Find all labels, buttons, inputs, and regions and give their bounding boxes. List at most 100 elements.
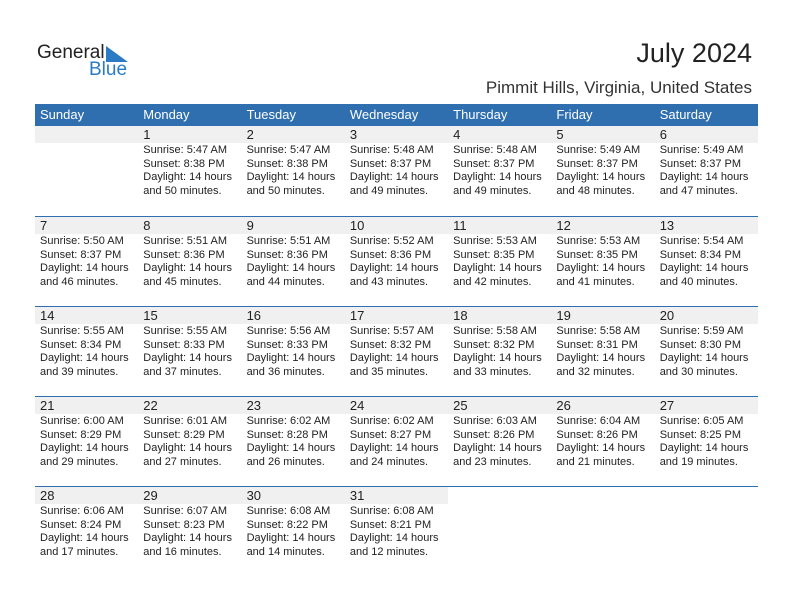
sunset: Sunset: 8:32 PM <box>349 338 432 351</box>
logo-triangle-icon <box>106 46 128 62</box>
daylight: Daylight: 14 hours <box>40 442 129 455</box>
daylight: Daylight: 14 hours <box>556 442 646 455</box>
sunset: Sunset: 8:29 PM <box>40 428 122 441</box>
daylight-minutes: and 32 minutes. <box>556 365 635 378</box>
week-row: 28 Sunrise: 6:06 AM Sunset: 8:24 PM Dayl… <box>35 486 758 576</box>
daylight-minutes: and 42 minutes. <box>453 275 532 288</box>
day-number: 15 <box>138 307 242 324</box>
day-number: 10 <box>344 217 449 234</box>
daylight-minutes: and 17 minutes. <box>40 545 119 558</box>
day-number: 24 <box>344 397 449 414</box>
day-cell: 4 Sunrise: 5:48 AM Sunset: 8:37 PM Dayli… <box>448 126 552 216</box>
sunrise: Sunrise: 5:49 AM <box>556 144 641 156</box>
day-cell: 6 Sunrise: 5:49 AM Sunset: 8:37 PM Dayli… <box>654 126 758 216</box>
sunset: Sunset: 8:22 PM <box>246 518 328 531</box>
sunset: Sunset: 8:37 PM <box>40 248 122 261</box>
daylight-minutes: and 47 minutes. <box>659 184 738 197</box>
daylight: Daylight: 14 hours <box>453 262 542 275</box>
sunset: Sunset: 8:37 PM <box>453 157 535 170</box>
daylight-minutes: and 27 minutes. <box>143 455 222 468</box>
day-number: 8 <box>138 217 242 234</box>
day-number: 4 <box>448 126 552 143</box>
day-cell: 31 Sunrise: 6:08 AM Sunset: 8:21 PM Dayl… <box>344 487 449 576</box>
sunrise: Sunrise: 5:59 AM <box>659 325 744 337</box>
sunrise: Sunrise: 5:53 AM <box>556 235 641 247</box>
daylight: Daylight: 14 hours <box>556 262 646 275</box>
sunrise: Sunrise: 6:01 AM <box>143 415 228 427</box>
sunrise: Sunrise: 5:50 AM <box>40 235 124 247</box>
sunrise: Sunrise: 6:05 AM <box>659 415 744 427</box>
day-number: 12 <box>551 217 655 234</box>
daylight-minutes: and 37 minutes. <box>143 365 222 378</box>
sunrise: Sunrise: 5:51 AM <box>143 235 228 247</box>
daylight: Daylight: 14 hours <box>659 442 749 455</box>
sunset: Sunset: 8:38 PM <box>246 157 328 170</box>
day-cell: 16 Sunrise: 5:56 AM Sunset: 8:33 PM Dayl… <box>241 307 345 396</box>
daylight: Daylight: 14 hours <box>143 532 232 545</box>
day-number: 13 <box>654 217 758 234</box>
daylight-minutes: and 49 minutes. <box>349 184 429 197</box>
sunset: Sunset: 8:36 PM <box>246 248 328 261</box>
sunrise: Sunrise: 6:06 AM <box>40 505 124 517</box>
week-row: 21 Sunrise: 6:00 AM Sunset: 8:29 PM Dayl… <box>35 396 758 486</box>
daylight: Daylight: 14 hours <box>246 262 336 275</box>
sunrise: Sunrise: 5:54 AM <box>659 235 744 247</box>
sunrise: Sunrise: 5:47 AM <box>246 144 331 156</box>
sunset: Sunset: 8:31 PM <box>556 338 638 351</box>
sunset: Sunset: 8:26 PM <box>453 428 535 441</box>
day-number: 20 <box>654 307 758 324</box>
day-number: 2 <box>241 126 345 143</box>
daylight-minutes: and 24 minutes. <box>349 455 429 468</box>
day-cell: 1 Sunrise: 5:47 AM Sunset: 8:38 PM Dayli… <box>138 126 242 216</box>
day-number: 21 <box>35 397 139 414</box>
daylight-minutes: and 50 minutes. <box>246 184 325 197</box>
empty-day-cell <box>655 487 758 576</box>
day-number: 25 <box>448 397 552 414</box>
sunrise: Sunrise: 6:02 AM <box>349 415 434 427</box>
sunrise: Sunrise: 6:04 AM <box>556 415 641 427</box>
daylight: Daylight: 14 hours <box>453 352 542 365</box>
day-number: 26 <box>551 397 655 414</box>
daylight: Daylight: 14 hours <box>143 262 232 275</box>
daylight: Daylight: 14 hours <box>349 442 439 455</box>
weekday-saturday: Saturday <box>659 107 712 122</box>
sunset: Sunset: 8:37 PM <box>349 157 432 170</box>
sunset: Sunset: 8:36 PM <box>349 248 432 261</box>
sunrise: Sunrise: 6:08 AM <box>246 505 331 517</box>
daylight-minutes: and 41 minutes. <box>556 275 635 288</box>
sunset: Sunset: 8:37 PM <box>556 157 638 170</box>
day-cell: 20 Sunrise: 5:59 AM Sunset: 8:30 PM Dayl… <box>654 307 758 396</box>
sunset: Sunset: 8:24 PM <box>40 518 122 531</box>
daylight-minutes: and 48 minutes. <box>556 184 635 197</box>
daylight: Daylight: 14 hours <box>659 352 749 365</box>
day-number: 17 <box>344 307 449 324</box>
day-number: 1 <box>138 126 242 143</box>
sunrise: Sunrise: 5:49 AM <box>659 144 744 156</box>
sunrise: Sunrise: 6:02 AM <box>246 415 331 427</box>
daylight: Daylight: 14 hours <box>349 262 439 275</box>
week-row: 7 Sunrise: 5:50 AM Sunset: 8:37 PM Dayli… <box>35 216 758 306</box>
empty-day-cell <box>35 126 139 216</box>
sunrise: Sunrise: 5:47 AM <box>143 144 228 156</box>
sunrise: Sunrise: 5:53 AM <box>453 235 537 247</box>
day-cell: 8 Sunrise: 5:51 AM Sunset: 8:36 PM Dayli… <box>138 217 242 306</box>
daylight: Daylight: 14 hours <box>349 352 439 365</box>
calendar-grid: Sunday Monday Tuesday Wednesday Thursday Frid… <box>35 104 758 576</box>
day-cell: 10 Sunrise: 5:52 AM Sunset: 8:36 PM Dayl… <box>344 217 449 306</box>
day-cell: 23 Sunrise: 6:02 AM Sunset: 8:28 PM Dayl… <box>241 397 345 486</box>
day-cell: 7 Sunrise: 5:50 AM Sunset: 8:37 PM Dayli… <box>35 217 139 306</box>
day-number: 30 <box>241 487 345 504</box>
daylight: Daylight: 14 hours <box>453 171 542 184</box>
day-cell: 14 Sunrise: 5:55 AM Sunset: 8:34 PM Dayl… <box>35 307 139 396</box>
day-number: 14 <box>35 307 139 324</box>
sunrise: Sunrise: 6:08 AM <box>349 505 434 517</box>
sunset: Sunset: 8:36 PM <box>143 248 225 261</box>
daylight-minutes: and 43 minutes. <box>349 275 429 288</box>
sunset: Sunset: 8:23 PM <box>143 518 225 531</box>
sunrise: Sunrise: 5:55 AM <box>40 325 124 337</box>
sunset: Sunset: 8:38 PM <box>143 157 225 170</box>
day-cell: 29 Sunrise: 6:07 AM Sunset: 8:23 PM Dayl… <box>138 487 242 576</box>
empty-day-cell <box>448 487 551 576</box>
daylight-minutes: and 16 minutes. <box>143 545 222 558</box>
weekday-wednesday: Wednesday <box>349 107 419 122</box>
